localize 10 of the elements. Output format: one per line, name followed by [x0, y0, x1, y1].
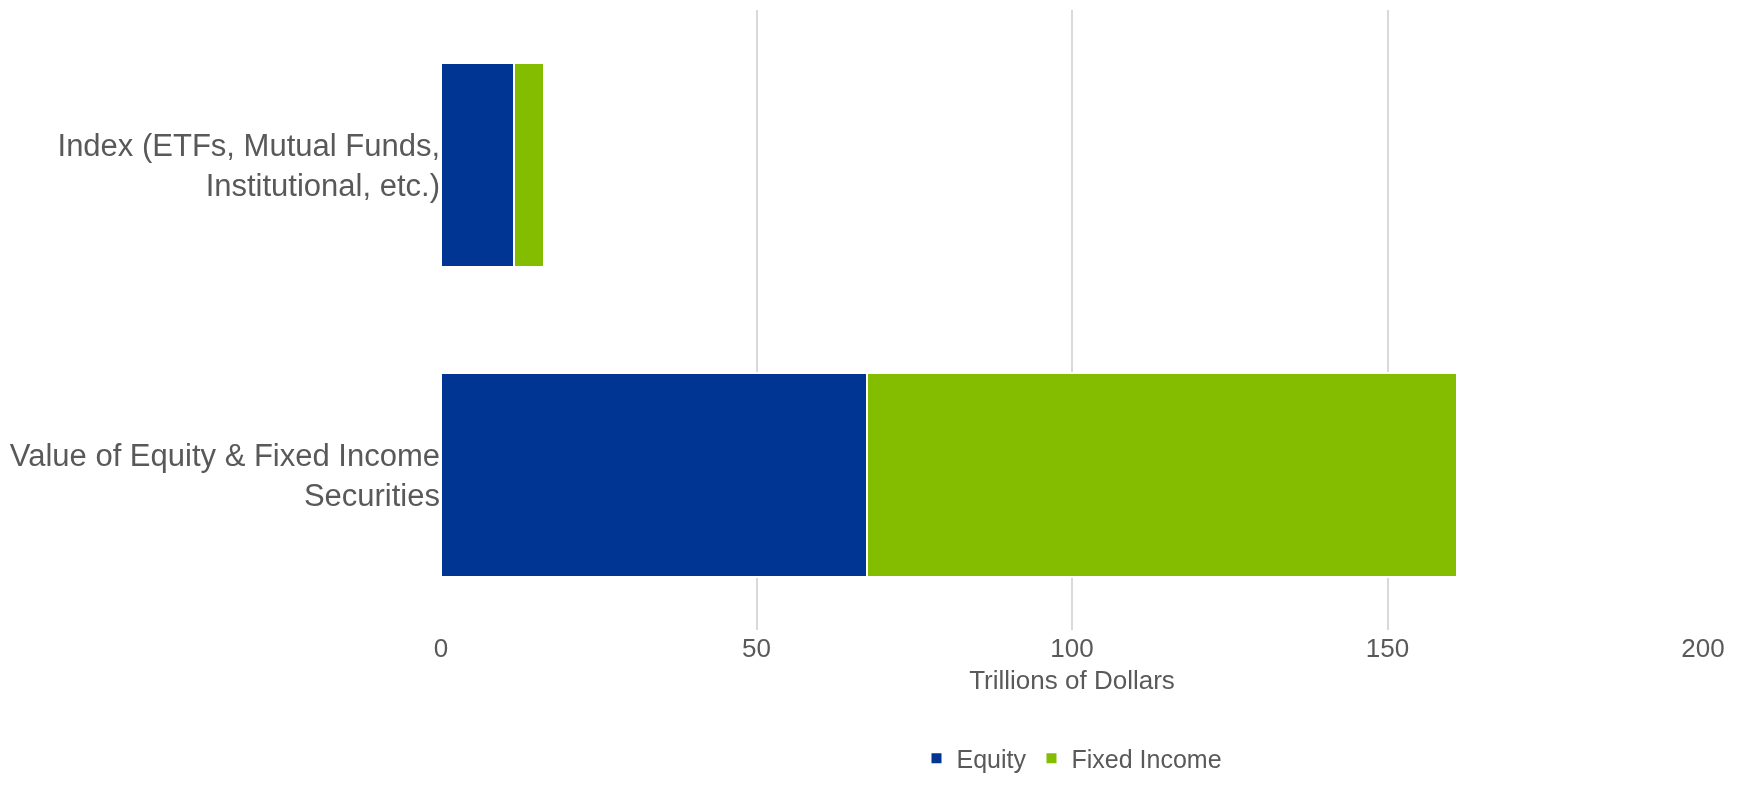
x-tick-label: 50 — [742, 633, 771, 663]
x-tick-label: 150 — [1365, 633, 1410, 663]
y-tick-label: Index (ETFs, Mutual Funds, Institutional, etc.) — [57, 127, 440, 203]
x-tick-label: 100 — [1050, 633, 1094, 663]
y-tick-label: Value of Equity & Fixed Income Securities — [9, 437, 440, 513]
x-tick-label: 0 — [433, 633, 449, 663]
legend-label: Fixed Income — [1071, 744, 1222, 773]
x-axis-title: Trillions of Dollars — [969, 664, 1175, 695]
x-tick-label: 200 — [1681, 633, 1725, 663]
legend-label: Equity — [956, 744, 1027, 773]
